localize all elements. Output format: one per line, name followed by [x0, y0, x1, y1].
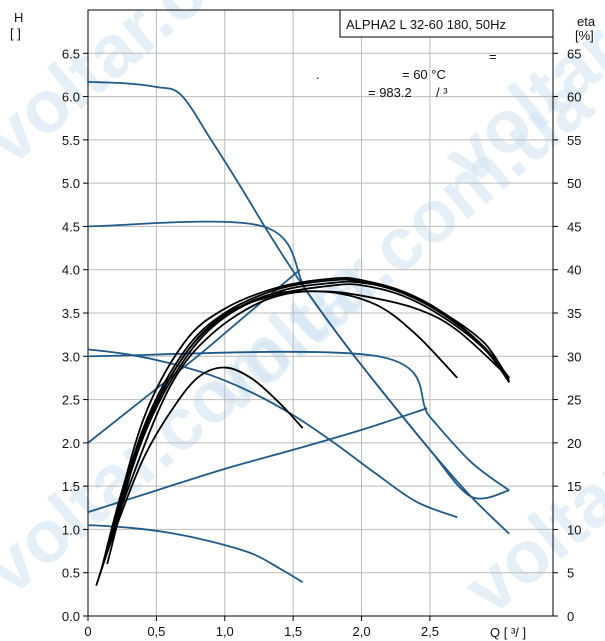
- left-tick-label: 2.0: [62, 436, 80, 451]
- left-tick-label: 0.5: [62, 566, 80, 581]
- right-tick-label: 0: [567, 609, 574, 624]
- right-tick-label: 60: [567, 90, 581, 105]
- left-tick-label: 5.5: [62, 133, 80, 148]
- left-tick-label: 5.0: [62, 176, 80, 191]
- right-tick-label: 45: [567, 219, 581, 234]
- left-tick-label: 1.5: [62, 479, 80, 494]
- head-curve: [87, 220, 510, 500]
- right-tick-label: 10: [567, 522, 581, 537]
- efficiency-curve: [98, 290, 458, 578]
- right-tick-label: 40: [567, 263, 581, 278]
- left-axis-label-line2: [ ]: [10, 26, 21, 41]
- annotation-density-unit: / ³: [436, 85, 448, 100]
- head-curves: [87, 80, 510, 584]
- bottom-tick-label: 2,0: [352, 624, 370, 639]
- left-axis-label-line1: H: [14, 10, 23, 25]
- left-tick-label: 1.0: [62, 522, 80, 537]
- left-tick-label: 4.5: [62, 219, 80, 234]
- right-axis-label-line2: [%]: [575, 28, 594, 43]
- right-axis-label-line1: eta: [577, 14, 596, 29]
- efficiency-curves: [95, 276, 510, 586]
- right-tick-label: 5: [567, 566, 574, 581]
- left-tick-label: 3.0: [62, 349, 80, 364]
- efficiency-curve: [95, 366, 304, 586]
- x-axis-label: Q [ ³/ ]: [490, 625, 526, 640]
- efficiency-curve: [106, 283, 510, 565]
- left-tick-label: 4.0: [62, 263, 80, 278]
- annotation-dot: .: [316, 67, 320, 82]
- efficiency-curve: [103, 278, 510, 560]
- bottom-tick-label: 0,5: [147, 624, 165, 639]
- head-curve: [87, 524, 304, 584]
- left-tick-label: 6.5: [62, 46, 80, 61]
- annotation-equals: =: [489, 49, 497, 64]
- right-tick-label: 20: [567, 436, 581, 451]
- right-tick-label: 25: [567, 393, 581, 408]
- annotation-density: = 983.2: [368, 85, 412, 100]
- watermark-text: voltar.com.ua: [0, 239, 387, 610]
- bottom-tick-label: 2,5: [421, 624, 439, 639]
- title-box: [339, 9, 554, 38]
- head-curve: [87, 407, 428, 513]
- right-tick-label: 30: [567, 349, 581, 364]
- left-tick-label: 3.5: [62, 306, 80, 321]
- right-tick-label: 50: [567, 176, 581, 191]
- chart-title: ALPHA2 L 32-60 180, 50Hz: [346, 17, 506, 32]
- annotation-temperature: = 60 °C: [402, 67, 446, 82]
- head-curve: [87, 348, 458, 519]
- left-tick-label: 6.0: [62, 90, 80, 105]
- bottom-tick-label: 1,5: [284, 624, 302, 639]
- right-tick-label: 15: [567, 479, 581, 494]
- right-tick-label: 65: [567, 46, 581, 61]
- right-tick-label: 35: [567, 306, 581, 321]
- bottom-tick-label: 1,0: [216, 624, 234, 639]
- axis-ticks: 0.00.51.01.52.02.53.03.54.04.55.05.56.06…: [62, 46, 582, 639]
- left-tick-label: 0.0: [62, 609, 80, 624]
- left-tick-label: 2.5: [62, 393, 80, 408]
- efficiency-curve: [104, 276, 510, 556]
- bottom-tick-label: 0: [84, 624, 91, 639]
- head-curve: [87, 350, 510, 492]
- watermark-text: voltar.com.ua: [0, 0, 387, 180]
- right-tick-label: 55: [567, 133, 581, 148]
- head-curve: [87, 269, 301, 444]
